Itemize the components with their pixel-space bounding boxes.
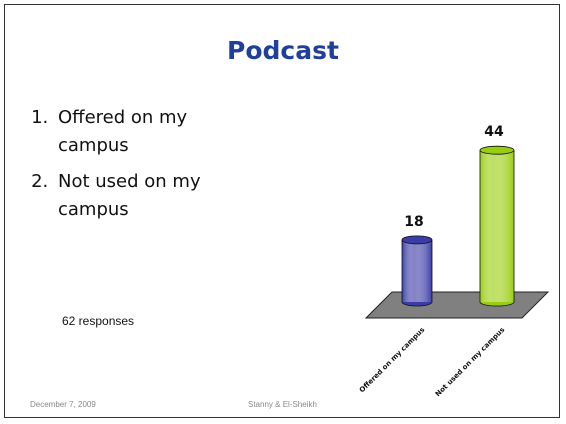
footer-author: Stanny & El-Sheikh <box>248 400 317 409</box>
bar-shade <box>402 239 432 302</box>
bar-top <box>401 235 433 245</box>
chart-floor <box>364 291 550 319</box>
bar-shade <box>480 150 514 302</box>
slide-title: Podcast <box>227 36 339 65</box>
responses-note: 62 responses <box>62 314 135 328</box>
list-item: Offered on my campus <box>54 104 259 160</box>
value-label: 44 <box>484 124 504 140</box>
footer-date: December 7, 2009 <box>30 400 96 409</box>
bar-top <box>479 145 515 155</box>
x-tick-label: Offered on my campus <box>358 326 427 395</box>
list-item: Not used on my campus <box>54 168 259 224</box>
slide-frame <box>4 4 560 418</box>
x-tick-label: Not used on my campus <box>434 326 507 399</box>
value-label: 18 <box>404 214 423 230</box>
bullet-list: Offered on my campus Not used on my camp… <box>24 104 259 232</box>
